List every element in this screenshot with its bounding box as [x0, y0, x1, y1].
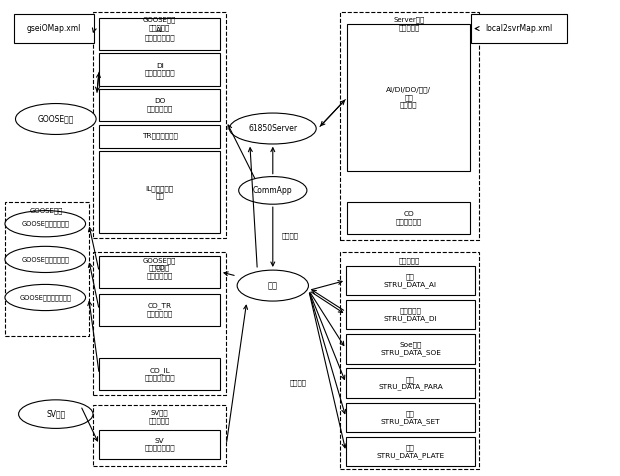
Text: CO
（控制队列）: CO （控制队列）	[146, 265, 173, 278]
Text: GOOSE接口
公共缓冲区: GOOSE接口 公共缓冲区	[143, 17, 176, 31]
FancyBboxPatch shape	[99, 151, 220, 233]
FancyBboxPatch shape	[5, 202, 89, 336]
Ellipse shape	[5, 210, 86, 237]
Text: 保护: 保护	[268, 281, 278, 290]
FancyBboxPatch shape	[346, 403, 475, 432]
Text: 消息队列: 消息队列	[290, 380, 306, 387]
Text: local2svrMap.xml: local2svrMap.xml	[485, 24, 553, 33]
Ellipse shape	[237, 270, 309, 301]
Text: CO_IL
（联闭锁队列）: CO_IL （联闭锁队列）	[144, 367, 175, 381]
Text: SV
（采样值队列）: SV （采样值队列）	[144, 438, 175, 451]
Text: CommApp: CommApp	[253, 186, 293, 195]
Text: Soe报文
STRU_DATA_SOE: Soe报文 STRU_DATA_SOE	[380, 342, 441, 356]
Text: CO_TR
（跳闸队列）: CO_TR （跳闸队列）	[146, 303, 173, 317]
Text: 压板
STRU_DATA_PLATE: 压板 STRU_DATA_PLATE	[376, 445, 445, 459]
Text: Server接口
公共缓冲区: Server接口 公共缓冲区	[394, 17, 425, 31]
Text: 定值
STRU_DATA_SET: 定值 STRU_DATA_SET	[381, 410, 440, 425]
Text: GOOSE发送: GOOSE发送	[30, 207, 63, 214]
Text: GOOSE发送（遥控）: GOOSE发送（遥控）	[21, 220, 69, 227]
Ellipse shape	[19, 400, 93, 428]
Text: GOOSE接收: GOOSE接收	[38, 115, 74, 123]
FancyBboxPatch shape	[99, 18, 220, 50]
FancyBboxPatch shape	[99, 53, 220, 86]
Text: GOOSE接口
公共缓冲区: GOOSE接口 公共缓冲区	[143, 257, 176, 271]
Ellipse shape	[239, 177, 307, 204]
Ellipse shape	[5, 247, 86, 272]
Text: DO
（遥控配置）: DO （遥控配置）	[146, 99, 173, 112]
FancyBboxPatch shape	[471, 14, 567, 43]
FancyBboxPatch shape	[346, 300, 475, 329]
Text: 测量
STRU_DATA_AI: 测量 STRU_DATA_AI	[384, 273, 437, 288]
FancyBboxPatch shape	[347, 202, 470, 234]
Text: 参数
STRU_DATA_PARA: 参数 STRU_DATA_PARA	[378, 376, 443, 390]
FancyBboxPatch shape	[346, 334, 475, 364]
Text: TR（插间配置）: TR（插间配置）	[142, 133, 177, 139]
Text: 61850Server: 61850Server	[248, 124, 298, 133]
FancyBboxPatch shape	[93, 252, 226, 395]
Ellipse shape	[229, 113, 316, 144]
FancyBboxPatch shape	[340, 12, 479, 240]
Text: 开入及遥信
STRU_DATA_DI: 开入及遥信 STRU_DATA_DI	[384, 307, 437, 322]
FancyBboxPatch shape	[93, 12, 226, 238]
Text: gseiOMap.xml: gseiOMap.xml	[27, 24, 81, 33]
FancyBboxPatch shape	[346, 437, 475, 466]
FancyBboxPatch shape	[99, 294, 220, 326]
Text: SV接收: SV接收	[46, 410, 66, 418]
FancyBboxPatch shape	[99, 89, 220, 121]
Text: CO
（控参队列）: CO （控参队列）	[396, 211, 422, 225]
FancyBboxPatch shape	[99, 256, 220, 288]
FancyBboxPatch shape	[93, 405, 226, 466]
Text: GOOSE发送（联闭锁）: GOOSE发送（联闭锁）	[19, 294, 71, 301]
Text: AI
（模拟量配置）: AI （模拟量配置）	[144, 27, 175, 40]
Ellipse shape	[5, 285, 86, 311]
FancyBboxPatch shape	[99, 430, 220, 459]
Ellipse shape	[16, 104, 96, 135]
Text: AI/DI/DO/定值/
参数
（配置）: AI/DI/DO/定值/ 参数 （配置）	[386, 87, 431, 109]
FancyBboxPatch shape	[99, 125, 220, 148]
FancyBboxPatch shape	[99, 358, 220, 390]
Text: SV接口
公共缓冲区: SV接口 公共缓冲区	[149, 409, 170, 424]
Text: DI
（状态量配置）: DI （状态量配置）	[144, 63, 175, 76]
Text: 公共缓冲区: 公共缓冲区	[399, 257, 420, 264]
FancyBboxPatch shape	[346, 266, 475, 295]
Text: GOOSE发送（跳闸）: GOOSE发送（跳闸）	[21, 256, 69, 263]
FancyBboxPatch shape	[347, 24, 470, 171]
Text: IL（联闭锁配
置）: IL（联闭锁配 置）	[146, 185, 174, 199]
FancyBboxPatch shape	[14, 14, 94, 43]
FancyBboxPatch shape	[340, 252, 479, 469]
Text: 调用函数: 调用函数	[282, 232, 299, 239]
FancyBboxPatch shape	[346, 368, 475, 398]
